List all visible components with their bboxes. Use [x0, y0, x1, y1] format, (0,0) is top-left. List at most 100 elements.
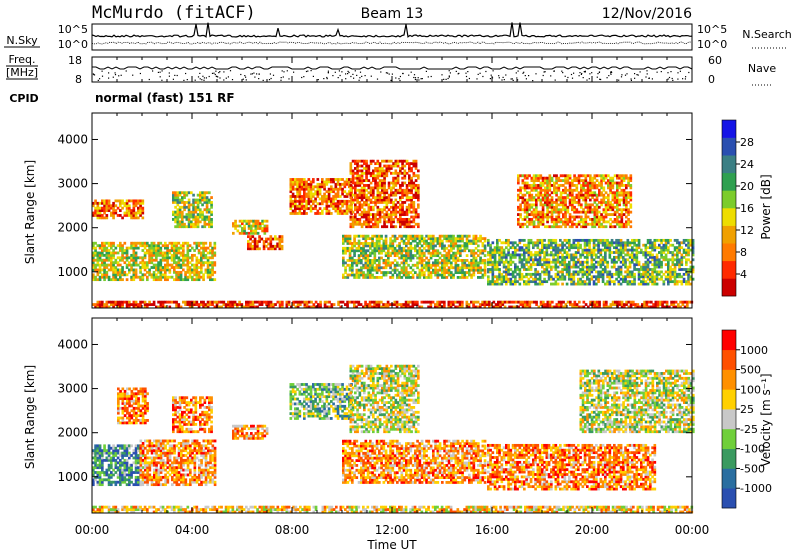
- data-cell: [566, 210, 570, 214]
- data-cell: [561, 255, 564, 259]
- data-cell: [375, 271, 379, 274]
- data-cell: [410, 167, 413, 170]
- nave-point: [679, 70, 681, 72]
- data-cell: [92, 253, 95, 257]
- data-cell: [378, 220, 382, 224]
- data-cell: [168, 256, 172, 260]
- nave-point: [646, 73, 648, 75]
- data-cell: [132, 214, 136, 217]
- data-cell: [592, 275, 596, 279]
- data-cell: [408, 179, 411, 183]
- data-cell: [137, 256, 140, 260]
- data-cell: [414, 234, 417, 238]
- data-cell: [550, 184, 554, 187]
- data-cell: [356, 196, 359, 199]
- data-cell: [562, 215, 565, 219]
- data-cell: [523, 238, 526, 242]
- data-cell: [635, 248, 639, 252]
- nave-point: [512, 79, 514, 81]
- data-cell: [573, 215, 576, 219]
- data-cell: [438, 251, 442, 255]
- data-cell: [365, 198, 368, 202]
- data-cell: [491, 275, 495, 279]
- data-cell: [392, 220, 395, 224]
- data-cell: [408, 184, 411, 187]
- data-cell: [546, 181, 549, 185]
- data-cell: [365, 184, 368, 187]
- data-cell: [256, 247, 259, 251]
- data-cell: [443, 259, 446, 262]
- data-cell: [532, 174, 536, 178]
- data-cell: [589, 198, 592, 202]
- data-cell: [200, 256, 203, 260]
- data-cell: [185, 225, 189, 229]
- data-cell: [405, 184, 409, 187]
- data-cell: [536, 270, 540, 274]
- data-cell: [602, 188, 606, 192]
- data-cell: [589, 176, 592, 180]
- data-cell: [371, 249, 374, 253]
- data-cell: [176, 213, 180, 216]
- data-cell: [604, 225, 608, 229]
- data-cell: [125, 209, 129, 213]
- data-cell: [589, 218, 592, 221]
- data-cell: [685, 253, 688, 257]
- data-cell: [157, 253, 160, 257]
- data-cell: [651, 246, 654, 250]
- data-cell: [399, 225, 402, 229]
- data-cell: [412, 215, 416, 219]
- data-cell: [572, 280, 576, 284]
- data-cell: [500, 277, 504, 281]
- data-cell: [459, 244, 462, 248]
- data-cell: [619, 268, 623, 271]
- data-cell: [595, 196, 599, 199]
- data-cell: [441, 276, 444, 279]
- data-cell: [544, 213, 547, 216]
- data-cell: [536, 241, 540, 245]
- nave-point: [667, 72, 669, 74]
- data-cell: [685, 272, 688, 276]
- data-cell: [564, 205, 567, 209]
- data-cell: [600, 222, 603, 226]
- data-cell: [351, 259, 354, 262]
- data-cell: [157, 251, 160, 255]
- data-cell: [410, 176, 413, 180]
- data-cell: [96, 268, 100, 272]
- data-cell: [417, 196, 420, 199]
- data-cell: [465, 254, 469, 258]
- data-cell: [251, 247, 255, 251]
- data-cell: [526, 186, 529, 190]
- data-cell: [152, 244, 156, 248]
- data-cell: [626, 241, 630, 245]
- data-cell: [321, 178, 324, 181]
- data-cell: [418, 259, 422, 262]
- data-cell: [389, 266, 392, 270]
- data-cell: [342, 263, 345, 267]
- data-cell: [256, 227, 260, 230]
- data-cell: [94, 268, 97, 272]
- data-cell: [305, 207, 308, 211]
- data-cell: [383, 225, 386, 229]
- data-cell: [401, 222, 404, 226]
- data-cell: [376, 169, 380, 173]
- data-cell: [355, 242, 359, 245]
- data-cell: [653, 260, 657, 264]
- freq-panel: Freq. [MHz] 18 8 60 0 Nave: [6, 53, 776, 86]
- data-cell: [384, 239, 388, 243]
- data-cell: [505, 238, 508, 242]
- data-cell: [152, 251, 156, 255]
- data-cell: [363, 222, 366, 226]
- data-cell: [374, 198, 377, 202]
- data-cell: [383, 198, 386, 202]
- data-cell: [213, 246, 217, 250]
- noise-left-tick-bottom: 10^0: [58, 38, 88, 51]
- data-cell: [354, 171, 357, 175]
- data-cell: [581, 238, 585, 242]
- data-cell: [159, 273, 163, 277]
- data-cell: [387, 193, 391, 197]
- data-cell: [678, 258, 681, 262]
- data-cell: [633, 243, 636, 247]
- data-cell: [280, 240, 284, 243]
- data-cell: [628, 255, 632, 259]
- data-cell: [354, 198, 357, 202]
